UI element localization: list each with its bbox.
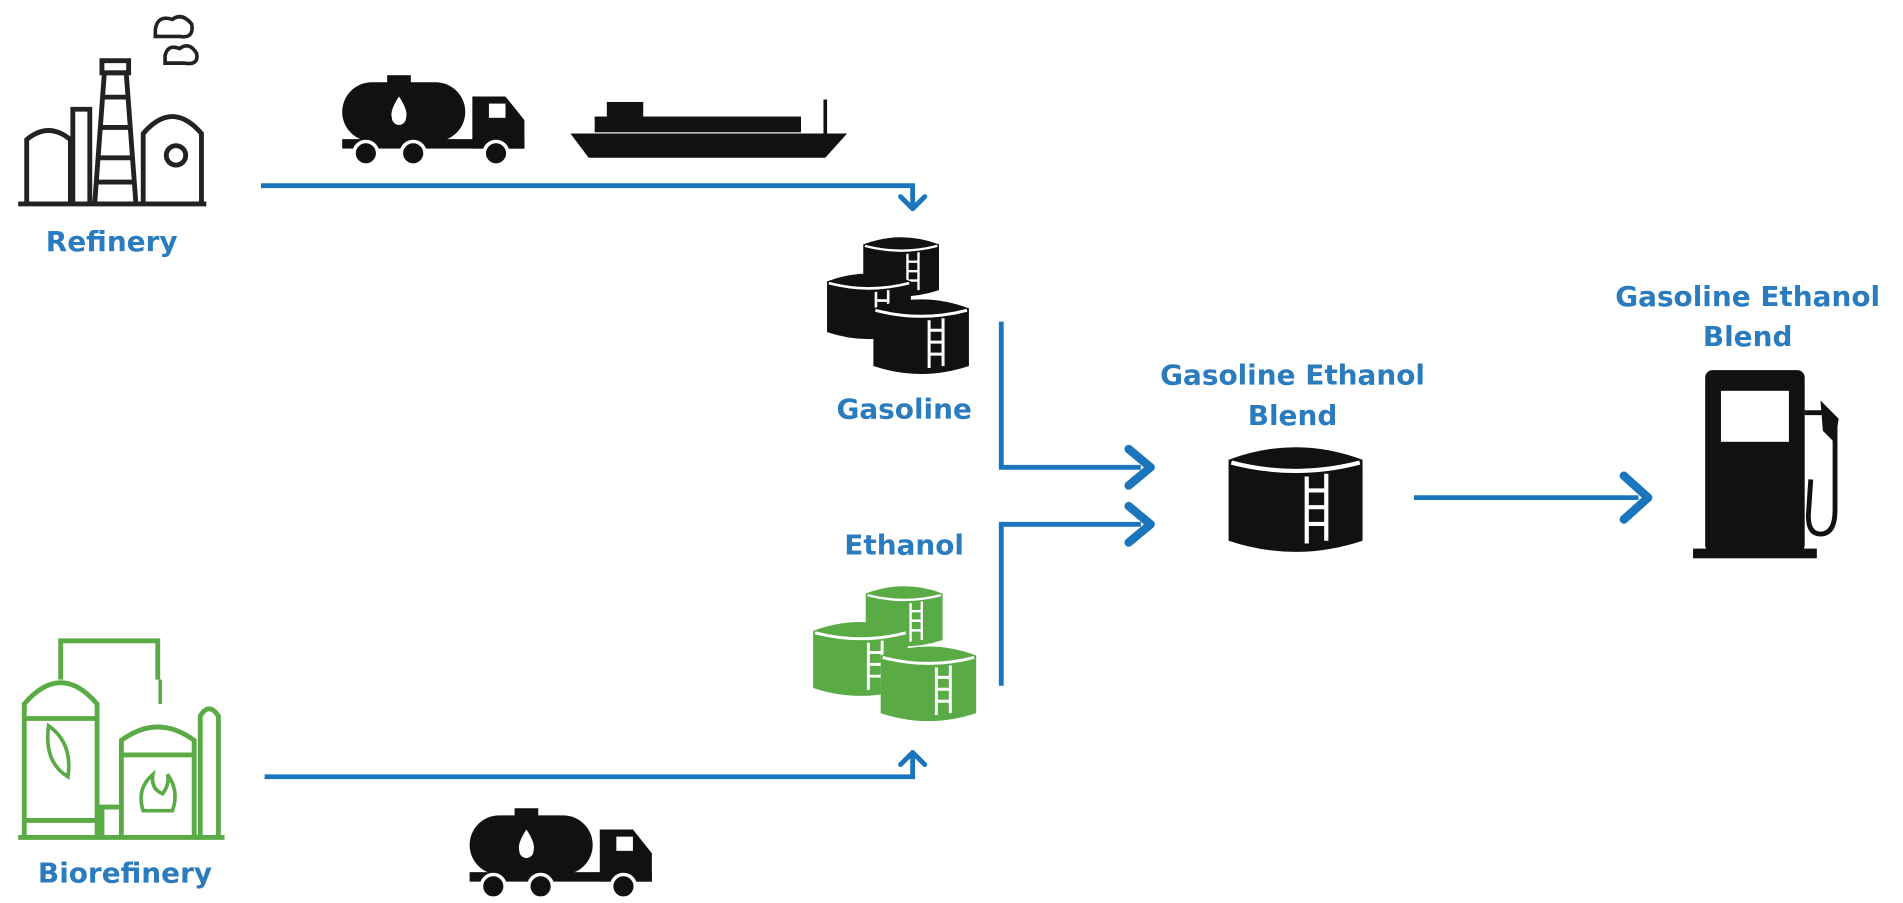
gasoline-tanks (825, 235, 971, 376)
node-label: Biorefinery (38, 856, 212, 889)
label-line: Blend (1703, 320, 1793, 353)
node-label: Ethanol (844, 529, 964, 562)
label-line: Refinery (46, 225, 178, 258)
refinery-icon (18, 14, 207, 207)
label-line: Gasoline Ethanol (1160, 359, 1425, 392)
flow-line (260, 183, 916, 207)
arrow-head (898, 194, 928, 212)
node-label: Gasoline (836, 393, 971, 426)
label-line: Gasoline Ethanol (1615, 280, 1880, 313)
truck-icon (340, 73, 527, 168)
label-line: Blend (1248, 399, 1338, 432)
truck-icon (467, 806, 654, 901)
blend-tank (1229, 447, 1363, 552)
arrow-head (898, 750, 928, 768)
biorefinery-icon (18, 638, 225, 840)
flow-line (264, 754, 916, 780)
label-line: Biorefinery (38, 856, 212, 889)
arrow-head (1124, 444, 1155, 490)
flow-line (998, 521, 1141, 686)
ethanol-tanks (811, 585, 978, 723)
node-label: Gasoline Ethanol Blend (1615, 280, 1880, 353)
node-label: Gasoline Ethanol Blend (1160, 359, 1425, 432)
ship-icon (570, 99, 848, 158)
pump-icon (1693, 370, 1839, 559)
arrow-head (1124, 501, 1155, 547)
arrow-head (1619, 471, 1653, 524)
label-line: Gasoline (836, 393, 971, 426)
label-line: Ethanol (844, 529, 964, 562)
flow-line (998, 321, 1141, 470)
node-label: Refinery (46, 225, 178, 258)
